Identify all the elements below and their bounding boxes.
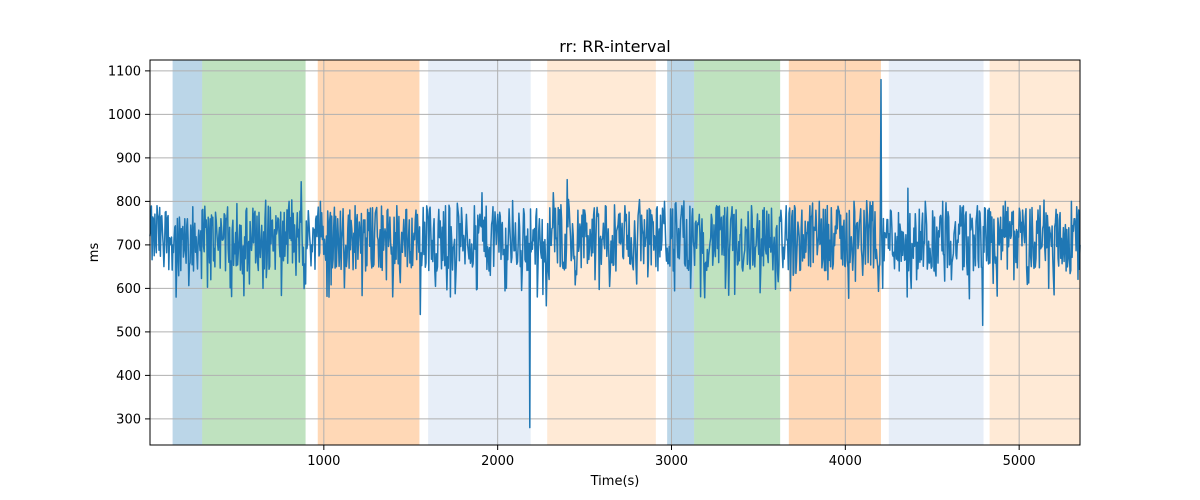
plot-frame (149, 59, 1081, 446)
x-axis-ticks: 1000 2000 3000 4000 5000 (307, 445, 1036, 469)
x-tick-label: 4000 (829, 454, 862, 469)
chart-title: rr: RR-interval (559, 37, 670, 56)
y-axis-label: ms (87, 243, 102, 263)
band-2 (202, 60, 306, 445)
x-tick-label: 3000 (655, 454, 688, 469)
y-tick-label: 1100 (108, 64, 141, 79)
y-tick-label: 900 (116, 151, 141, 166)
x-tick-label: 2000 (481, 454, 514, 469)
y-tick-label: 300 (116, 412, 141, 427)
x-tick-label: 5000 (1003, 454, 1036, 469)
y-tick-label: 400 (116, 369, 141, 384)
rr-interval-line (149, 78, 1081, 429)
y-tick-label: 1000 (108, 108, 141, 123)
y-tick-label: 700 (116, 238, 141, 253)
y-tick-label: 600 (116, 282, 141, 297)
y-tick-label: 800 (116, 195, 141, 210)
x-tick-label: 1000 (307, 454, 340, 469)
y-tick-label: 500 (116, 325, 141, 340)
y-axis-ticks: 300 400 500 600 700 800 900 1000 1100 (108, 64, 150, 427)
series-line-layer (149, 78, 1081, 429)
x-axis-label: Time(s) (590, 474, 640, 489)
